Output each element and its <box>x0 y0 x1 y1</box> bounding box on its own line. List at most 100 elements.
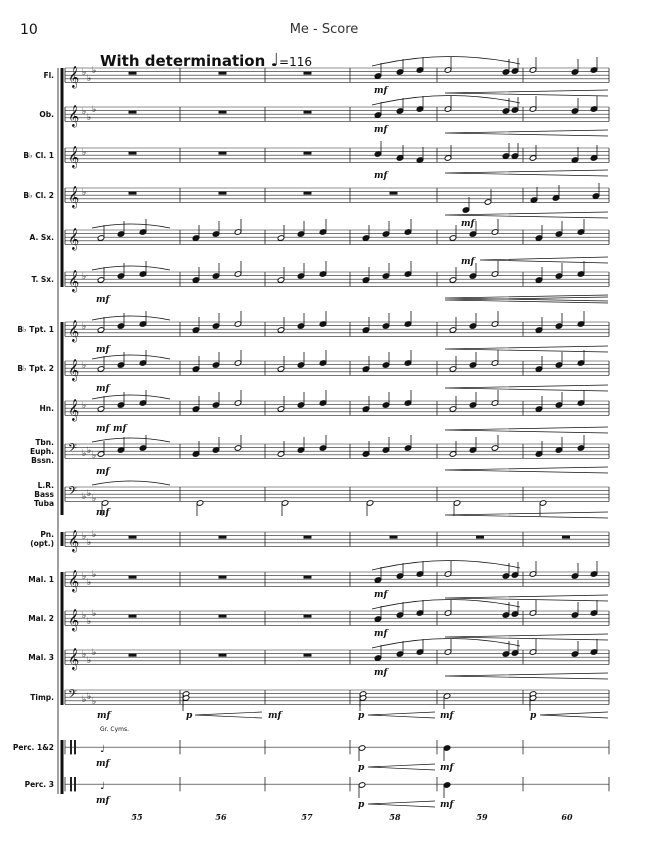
flat-icon: ♭ <box>82 107 86 117</box>
whole-rest <box>128 71 137 75</box>
flat-icon: ♭ <box>82 650 86 660</box>
treble-clef-icon: 𝄞 <box>68 105 79 128</box>
whole-rest <box>303 653 312 657</box>
treble-clef-icon: 𝄞 <box>68 648 79 671</box>
instrument-label: B♭ Cl. 1 <box>23 150 54 160</box>
hairpin <box>444 89 609 97</box>
instrument-label: Ob. <box>39 109 54 119</box>
whole-rest <box>303 614 312 618</box>
dynamic-mf: mf <box>374 590 390 600</box>
flat-icon: ♭ <box>87 656 91 666</box>
measure-number: 55 <box>131 812 143 822</box>
treble-clef-icon: 𝄞 <box>68 320 79 343</box>
whole-rest <box>218 71 227 75</box>
slur <box>91 394 171 400</box>
measure-number: 59 <box>476 812 488 822</box>
whole-rest <box>128 614 137 618</box>
staff: 𝄢 ♭ ♭ ♭ <box>64 688 610 707</box>
dynamic-mf: mf <box>96 295 112 305</box>
whole-rest <box>128 535 137 539</box>
instrument-label: Pn. (opt.) <box>30 530 54 548</box>
hairpin <box>367 763 436 771</box>
flat-icon: ♭ <box>87 617 91 627</box>
flat-icon: ♭ <box>82 611 86 621</box>
staff: 𝄞 ♭ <box>64 270 610 293</box>
dynamic-mf: mf <box>268 711 284 721</box>
whole-rest <box>218 110 227 114</box>
whole-rest <box>303 535 312 539</box>
flat-icon: ♭ <box>87 692 91 702</box>
hairpin <box>539 711 609 719</box>
dynamic-mf: mf <box>374 629 390 639</box>
flat-icon: ♭ <box>82 532 86 542</box>
whole-rest <box>218 151 227 155</box>
dynamic-mf: mf <box>96 467 112 477</box>
treble-clef-icon: 𝄞 <box>68 530 79 553</box>
instrument-label: Mal. 2 <box>28 613 54 623</box>
dynamic-mf: mf <box>97 711 113 721</box>
dynamic-mf: mf <box>374 171 390 181</box>
whole-rest <box>128 151 137 155</box>
whole-rest <box>562 535 570 539</box>
staff: 𝄞 ♭ <box>64 320 610 343</box>
measure-number: 57 <box>301 812 313 822</box>
whole-rest <box>303 110 312 114</box>
staff: 𝄞 ♭♭♭ <box>64 609 610 632</box>
treble-clef-icon: 𝄞 <box>68 399 79 422</box>
treble-clef-icon: 𝄞 <box>68 570 79 593</box>
dynamic-mf: mf <box>96 796 112 806</box>
dynamic-mf: mf <box>96 508 112 518</box>
slur <box>91 265 171 271</box>
dynamic-mf: mf <box>461 219 477 229</box>
whole-rest <box>303 575 312 579</box>
flat-icon: ♭ <box>82 449 86 459</box>
flat-icon: ♭ <box>87 113 91 123</box>
staff: 𝄞 ♭♭♭ <box>64 648 610 671</box>
measure-number: 56 <box>215 812 227 822</box>
flat-icon: ♭ <box>82 188 86 198</box>
hairpin <box>444 345 609 353</box>
flat-icon: ♭ <box>92 570 96 580</box>
slur <box>91 315 171 321</box>
flat-icon: ♭ <box>92 105 96 115</box>
instrument-label: L.R. Bass Tuba <box>33 480 54 508</box>
flat-icon: ♭ <box>87 538 91 548</box>
score-title: Me - Score <box>289 22 359 37</box>
whole-rest <box>128 110 137 114</box>
hairpin <box>444 426 609 434</box>
slur <box>371 560 521 571</box>
dynamic-mf: mf <box>96 384 112 394</box>
dynamic-mf: mf <box>113 424 129 434</box>
instrument-label: Tbn. Euph. Bssn. <box>29 437 54 465</box>
staff: 𝄞 ♭ <box>64 399 610 422</box>
flat-icon: ♭ <box>92 609 96 619</box>
flat-icon: ♭ <box>92 66 96 76</box>
flat-icon: ♭ <box>87 578 91 588</box>
measure-number: 60 <box>561 812 573 822</box>
hairpin <box>444 296 609 304</box>
instrument-label: B♭ Tpt. 2 <box>17 363 54 373</box>
dynamic-p: p <box>358 711 365 721</box>
whole-rest <box>218 614 227 618</box>
instrument-label: Fl. <box>43 70 54 80</box>
treble-clef-icon: 𝄞 <box>68 359 79 382</box>
hairpin <box>444 633 609 641</box>
instrument-label: Timp. <box>30 692 54 702</box>
quarter-note-icon: ♩ <box>270 50 280 71</box>
staff: 𝄢 ♭ ♭ ♭ <box>64 485 610 504</box>
staff <box>64 740 610 755</box>
flat-icon: ♭ <box>82 361 86 371</box>
flat-icon: ♭ <box>82 492 86 502</box>
slur <box>371 95 521 106</box>
slur <box>91 223 171 229</box>
whole-rest <box>476 535 484 539</box>
flat-icon: ♭ <box>87 489 91 499</box>
staff: 𝄞 ♭♭♭ <box>64 530 610 553</box>
flat-icon: ♭ <box>82 68 86 78</box>
measure-number: 58 <box>389 812 401 822</box>
instrument-label: T. Sx. <box>31 274 54 284</box>
whole-rest <box>303 191 312 195</box>
dynamic-mf: mf <box>96 424 112 434</box>
hairpin <box>194 711 263 719</box>
slur <box>371 638 521 649</box>
